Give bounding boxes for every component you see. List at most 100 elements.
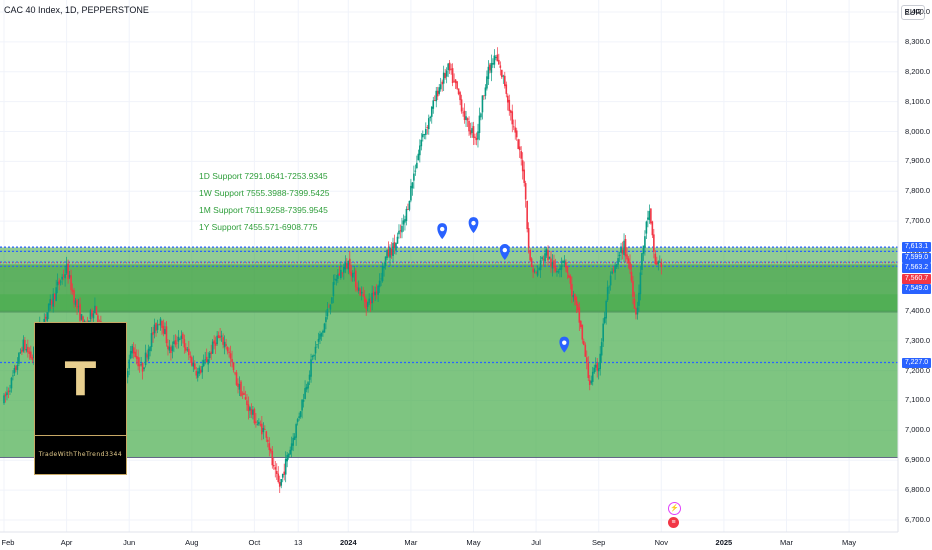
candle-body — [299, 411, 302, 417]
candle-body — [278, 482, 281, 487]
candle-body — [237, 383, 239, 388]
candle-body — [536, 270, 539, 276]
candle-body — [232, 362, 235, 371]
candle-body — [241, 393, 244, 395]
us-flag-event-icon[interactable]: ≡ — [668, 517, 679, 528]
candle-body — [179, 339, 181, 341]
candle-body — [493, 55, 496, 65]
candle-body — [416, 162, 418, 169]
candle-body — [135, 355, 138, 359]
candle-body — [524, 183, 527, 200]
candle-body — [317, 338, 320, 342]
candle-body — [9, 390, 11, 392]
price-tick-label: 7,700.0 — [905, 216, 931, 226]
candle-body — [538, 268, 540, 270]
candle-body — [293, 436, 296, 440]
candle-body — [410, 185, 412, 201]
candle-body — [44, 316, 47, 319]
candle-body — [180, 335, 183, 339]
candle-body — [89, 310, 92, 319]
candle-body — [264, 429, 266, 430]
candle-body — [47, 303, 50, 312]
candle-body — [459, 92, 461, 101]
candle-body — [584, 344, 587, 357]
candle-body — [250, 409, 253, 415]
candle-body — [644, 236, 646, 248]
time-tick-label: Jun — [123, 538, 136, 547]
candle-body — [393, 242, 396, 248]
event-markers — [437, 217, 570, 353]
candle-body — [650, 208, 652, 224]
price-tick-label: 6,700.0 — [905, 515, 931, 525]
candle-body — [420, 139, 423, 147]
candle-body — [580, 320, 582, 327]
candle-body — [648, 210, 651, 221]
candle-body — [384, 256, 387, 267]
candle-body — [387, 249, 390, 257]
candle-body — [199, 369, 202, 373]
candle-body — [91, 310, 93, 317]
candle-body — [560, 265, 563, 270]
candle-body — [611, 271, 613, 274]
candle-body — [572, 295, 575, 298]
candle-body — [487, 66, 490, 80]
candle-body — [274, 467, 277, 470]
currency-selector[interactable]: EUR — [901, 5, 925, 20]
candle-body — [223, 341, 226, 348]
candle-body — [392, 243, 394, 256]
candle-body — [617, 258, 619, 265]
candle-body — [511, 111, 514, 125]
candle-body — [389, 247, 391, 258]
candle-body — [153, 324, 156, 334]
candle-body — [542, 258, 545, 260]
candle-body — [150, 333, 153, 348]
candle-body — [28, 351, 31, 354]
candle-body — [271, 450, 274, 466]
candle-body — [444, 73, 446, 78]
candle-body — [171, 345, 174, 352]
price-tick-label: 7,900.0 — [905, 156, 931, 166]
candle-body — [401, 225, 403, 233]
candle-body — [581, 324, 584, 340]
candle-body — [62, 275, 65, 277]
candle-body — [632, 280, 634, 297]
candle-body — [378, 280, 381, 288]
chart-title: CAC 40 Index, 1D, PEPPERSTONE — [4, 5, 149, 15]
lightning-event-icon[interactable]: ⚡ — [668, 502, 681, 515]
candle-body — [445, 70, 448, 77]
candle-body — [489, 64, 491, 71]
candle-body — [438, 87, 441, 94]
price-badge: 7,563.2 — [902, 263, 931, 274]
candle-body — [386, 250, 388, 259]
candle-body — [240, 381, 242, 397]
candle-body — [612, 269, 615, 271]
candle-body — [545, 249, 548, 256]
candle-body — [523, 169, 525, 183]
candle-body — [517, 139, 520, 150]
candle-body — [167, 345, 169, 350]
candle-body — [268, 443, 271, 451]
candle-body — [52, 293, 54, 307]
candle-body — [222, 337, 224, 345]
candle-body — [439, 84, 442, 90]
candle-body — [429, 116, 432, 119]
candle-body — [65, 264, 68, 274]
candle-body — [456, 81, 458, 89]
time-tick-label: Jul — [531, 538, 541, 547]
candle-body — [220, 335, 223, 337]
candle-body — [544, 253, 546, 262]
price-tick-label: 8,000.0 — [905, 126, 931, 136]
candle-body — [396, 236, 399, 244]
candle-body — [562, 261, 564, 263]
price-badge: 7,599.0 — [902, 252, 931, 263]
candle-body — [659, 261, 661, 263]
candle-body — [656, 261, 658, 265]
candle-body — [340, 269, 342, 279]
candle-body — [535, 272, 537, 274]
price-badge: 7,560.7 — [902, 273, 931, 284]
candle-body — [68, 275, 71, 278]
candle-body — [301, 399, 303, 411]
candle-body — [311, 355, 314, 358]
candle-body — [574, 293, 576, 301]
